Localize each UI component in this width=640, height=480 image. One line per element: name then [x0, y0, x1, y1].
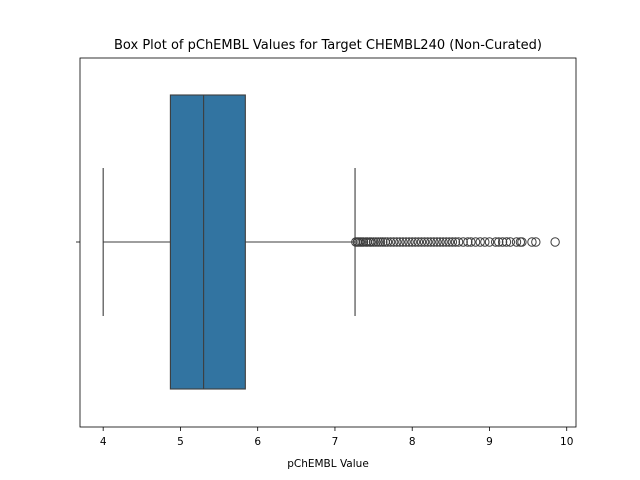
x-tick-label: 9 [486, 436, 493, 448]
outlier-point [463, 237, 473, 247]
outlier-point [413, 237, 424, 247]
outlier-point [401, 237, 411, 247]
outlier-point [426, 237, 436, 247]
outlier-point [395, 237, 405, 247]
outlier-point [392, 237, 402, 247]
outlier-point [475, 237, 485, 247]
outlier-point [382, 237, 393, 247]
outlier-point [435, 237, 445, 247]
outlier-point [371, 237, 381, 247]
outlier-point [407, 237, 417, 247]
outlier-point [368, 237, 379, 247]
outlier-point [447, 237, 458, 247]
outlier-point [375, 237, 386, 247]
iqr-box [169, 94, 246, 390]
chart-title: Box Plot of pChEMBL Values for Target CH… [114, 38, 542, 53]
x-tick-label: 8 [409, 436, 416, 448]
outlier-point [450, 237, 461, 247]
outlier-point [501, 237, 512, 247]
outlier-point [505, 237, 516, 247]
outlier-point [494, 237, 504, 247]
x-tick-label: 5 [177, 436, 184, 448]
outlier-point [480, 237, 490, 247]
outlier-point [441, 237, 451, 247]
outlier-point [385, 237, 396, 247]
outlier-point [444, 237, 454, 247]
outlier-point [432, 237, 442, 247]
outlier-point [358, 237, 369, 247]
outlier-point [466, 237, 476, 247]
outlier-point [410, 237, 421, 247]
plot-area [102, 94, 560, 390]
outlier-point [398, 237, 408, 247]
outlier-point [490, 237, 501, 247]
outlier-point [550, 237, 560, 247]
outlier-point [470, 237, 481, 247]
outlier-point [511, 237, 522, 247]
outlier-point [422, 237, 433, 247]
x-axis-label: pChEMBL Value [287, 458, 369, 470]
outlier-point [378, 237, 388, 247]
outlier-point [438, 237, 448, 247]
outlier-point [373, 237, 383, 247]
outlier-point [517, 237, 527, 247]
x-tick-label: 6 [254, 436, 261, 448]
outlier-point [453, 237, 464, 247]
outlier-point [388, 237, 399, 247]
outlier-point [484, 237, 495, 247]
outlier-point [419, 237, 430, 247]
outlier-point [429, 237, 439, 247]
x-tick-label: 4 [100, 436, 107, 448]
x-tick-label: 7 [332, 436, 339, 448]
x-axis: 4 5 6 7 8 9 10 [100, 427, 573, 448]
outlier-point [366, 237, 376, 247]
outlier-point [527, 237, 537, 247]
outlier-point [497, 237, 508, 247]
axes-frame [79, 57, 577, 428]
outlier-point [458, 237, 468, 247]
outlier-point [404, 237, 414, 247]
outlier-point [416, 237, 427, 247]
outlier-point [531, 237, 541, 247]
x-tick-label: 10 [560, 436, 573, 448]
